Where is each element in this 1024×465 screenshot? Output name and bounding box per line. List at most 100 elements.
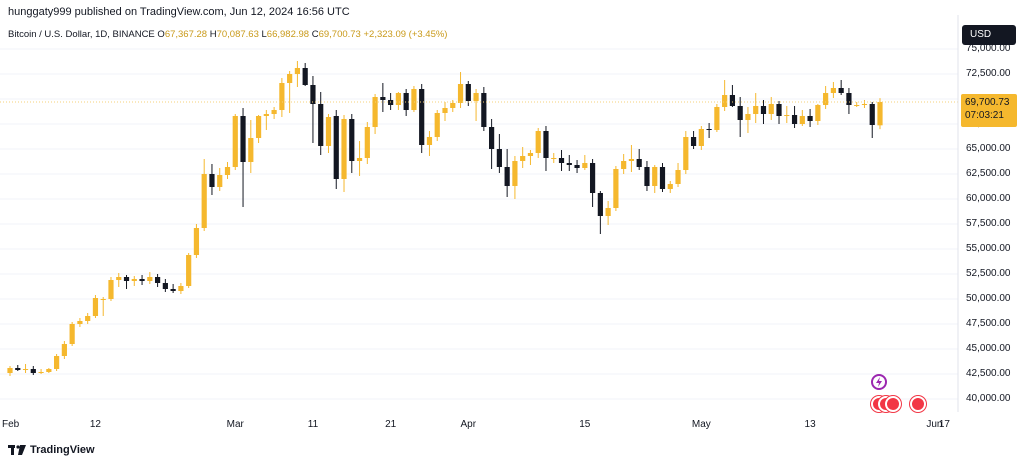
high-label: H — [209, 29, 217, 40]
candle-body — [201, 174, 207, 228]
candle-body — [77, 321, 83, 324]
candle-body — [162, 283, 168, 289]
candle-body — [605, 208, 611, 216]
candle-body — [318, 104, 324, 146]
candle-body — [543, 131, 549, 158]
candle-body — [333, 116, 339, 179]
x-tick-label: 21 — [385, 419, 397, 430]
candle-body — [450, 103, 456, 108]
candle-body — [457, 84, 464, 103]
candle-body — [815, 105, 821, 121]
y-tick-label: 62,500.00 — [966, 168, 1011, 179]
candle-body — [854, 105, 860, 106]
open-value: 67,367.28 — [164, 29, 208, 40]
us-flag-event-icon[interactable] — [885, 396, 901, 412]
candle-body — [209, 174, 215, 187]
candle-body — [7, 368, 13, 373]
candle-body — [154, 277, 161, 283]
candle-body — [846, 93, 852, 105]
candle-body — [38, 372, 44, 373]
chart-grid — [0, 48, 958, 400]
candle-body — [753, 106, 759, 114]
candle-body — [621, 161, 627, 169]
x-tick-label: Mar — [226, 419, 244, 430]
y-tick-label: 65,000.00 — [966, 143, 1011, 154]
candle-body — [302, 68, 308, 85]
candle-body — [279, 83, 285, 110]
candle-body — [582, 163, 588, 168]
y-tick-label: 55,000.00 — [966, 243, 1011, 254]
us-flag-event-icon[interactable] — [910, 396, 926, 412]
candle-body — [558, 158, 565, 163]
candle-body — [170, 289, 176, 291]
candle-body — [240, 116, 246, 162]
x-tick-label: 15 — [579, 419, 591, 430]
lightning-event-icon[interactable] — [871, 374, 887, 390]
candle-body — [504, 167, 510, 186]
candle-body — [372, 97, 378, 127]
candle-body — [465, 84, 471, 101]
candle-body — [644, 167, 650, 186]
candle-body — [675, 170, 681, 184]
candle-body — [597, 193, 603, 216]
low-value: 66,982.98 — [266, 29, 310, 40]
candle-body — [512, 161, 518, 186]
candle-body — [442, 108, 448, 113]
candle-body — [861, 104, 868, 105]
candle-body — [310, 85, 316, 104]
candle-body — [92, 298, 99, 316]
open-label: O — [157, 29, 165, 40]
candle-body — [356, 158, 363, 161]
candle-body — [380, 97, 386, 100]
y-tick-label: 50,000.00 — [966, 293, 1011, 304]
candle-body — [737, 106, 743, 120]
footer-brand-label: TradingView — [30, 444, 95, 456]
candle-body — [193, 228, 200, 255]
candle-body — [667, 184, 673, 189]
candle-body — [61, 344, 67, 356]
candle-body — [46, 369, 52, 372]
candle-body — [139, 279, 145, 281]
candle-body — [520, 156, 526, 161]
publish-line: hunggaty999 published on TradingView.com… — [8, 6, 350, 18]
candle-body — [838, 88, 844, 93]
y-tick-label: 57,500.00 — [966, 218, 1011, 229]
currency-button[interactable]: USD — [962, 25, 1016, 45]
close-label: C — [311, 29, 319, 40]
candle-body — [768, 104, 774, 114]
candle-series — [7, 61, 883, 376]
y-tick-label: 52,500.00 — [966, 268, 1011, 279]
x-tick-label: 11 — [307, 419, 319, 430]
last-price-tag: 69,700.73 07:03:21 — [961, 94, 1017, 127]
candle-body — [30, 369, 36, 373]
candle-body — [116, 277, 122, 280]
candle-body — [628, 159, 635, 161]
candle-body — [799, 116, 805, 124]
x-tick-label: Jun — [926, 419, 943, 430]
candle-body — [186, 255, 192, 286]
candle-body — [403, 93, 409, 110]
candle-body — [714, 107, 720, 130]
candle-body — [473, 93, 479, 101]
candle-body — [123, 277, 130, 281]
tradingview-logo-icon — [8, 445, 26, 455]
candle-body — [652, 167, 658, 186]
candle-body — [527, 153, 534, 156]
candle-body — [22, 369, 29, 370]
footer-brand: TradingView — [8, 444, 95, 456]
candle-body — [341, 119, 347, 179]
candle-body — [294, 68, 301, 74]
candle-body — [217, 175, 223, 187]
candle-body — [784, 115, 790, 116]
low-label: L — [261, 29, 267, 40]
candle-body — [869, 104, 875, 125]
x-tick-label: 12 — [89, 419, 101, 430]
candle-body — [147, 277, 153, 281]
candle-body — [481, 93, 487, 127]
candle-body — [791, 115, 798, 124]
x-tick-label: 17 — [938, 419, 950, 430]
candle-body — [496, 149, 502, 167]
x-tick-label: Feb — [2, 419, 20, 430]
candle-body — [349, 119, 355, 161]
candle-body — [877, 101, 883, 126]
